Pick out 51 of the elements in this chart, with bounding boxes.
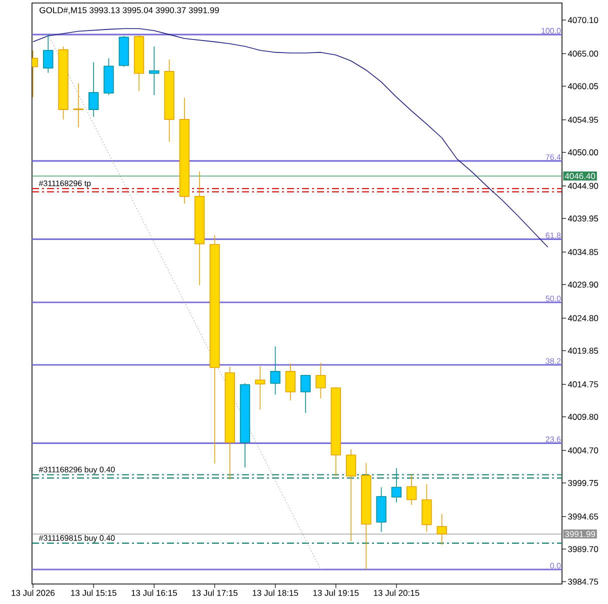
x-tick-label: 13 Jul 15:15 — [71, 590, 116, 596]
candlestick — [255, 366, 266, 410]
x-tick-label: 13 Jul 16:15 — [132, 590, 177, 596]
x-tick-label: 13 Jul 19:15 — [313, 590, 359, 596]
candlestick — [88, 62, 99, 118]
x-tick-label: 13 Jul 17:15 — [192, 590, 238, 596]
ref-line-label: 3991.99 — [565, 531, 596, 538]
candlestick — [391, 468, 402, 503]
candlestick — [73, 82, 84, 128]
y-tick-label: 4039.95 — [568, 215, 598, 222]
y-tick-label: 4034.85 — [568, 249, 598, 256]
candlestick — [346, 448, 356, 542]
y-tick-label: 4054.95 — [568, 116, 598, 123]
y-tick-label: 4070.10 — [568, 17, 598, 24]
ref-line-label: #311168296 tp — [38, 180, 91, 188]
y-tick-label: 3994.65 — [568, 514, 598, 520]
y-tick-label: 3984.75 — [568, 578, 598, 585]
y-tick-label: 4060.05 — [568, 83, 598, 90]
x-tick-label: 13 Jul 18:15 — [252, 590, 298, 596]
ref-line-label: #311169815 buy 0.40 — [38, 534, 115, 542]
y-tick-label: 4009.80 — [568, 414, 598, 420]
candlestick — [406, 474, 417, 506]
annotation: 76.4 — [546, 154, 561, 160]
annotation: 23.6 — [546, 436, 561, 442]
candlestick — [436, 514, 447, 546]
y-tick-label: 3989.70 — [568, 546, 598, 552]
y-tick-label: 4014.75 — [568, 381, 598, 388]
ref-line-label: #311168296 buy 0.40 — [38, 466, 115, 474]
y-tick-label: 4024.80 — [568, 315, 598, 322]
candlestick — [300, 374, 311, 414]
annotation: 61.8 — [546, 232, 561, 238]
annotation: 38.2 — [546, 358, 561, 364]
y-tick-label: 4065.00 — [568, 50, 598, 57]
x-tick-label: 13 Jul 20:15 — [374, 590, 420, 596]
y-tick-label: 4004.70 — [568, 447, 598, 454]
chart-title: GOLD#,M15 3993.13 3995.04 3990.37 3991.99 — [40, 7, 219, 14]
y-tick-label: 4044.90 — [568, 182, 598, 189]
x-tick-label: 13 Jul 2026 — [12, 590, 55, 596]
candlestick — [316, 362, 326, 399]
candlestick — [285, 363, 296, 401]
y-tick-label: 4029.90 — [568, 282, 598, 288]
candlestick — [270, 346, 280, 395]
candlestick — [43, 34, 54, 74]
y-tick-label: 3999.75 — [568, 480, 598, 486]
annotation: 100.0 — [542, 28, 561, 34]
y-tick-label: 4050.00 — [568, 149, 598, 156]
ref-line-label: 4046.40 — [564, 173, 596, 180]
annotation: 0.0 — [550, 562, 561, 569]
y-tick-label: 4019.85 — [568, 348, 598, 354]
candlestick — [149, 46, 160, 96]
annotation: 50.0 — [546, 296, 561, 302]
